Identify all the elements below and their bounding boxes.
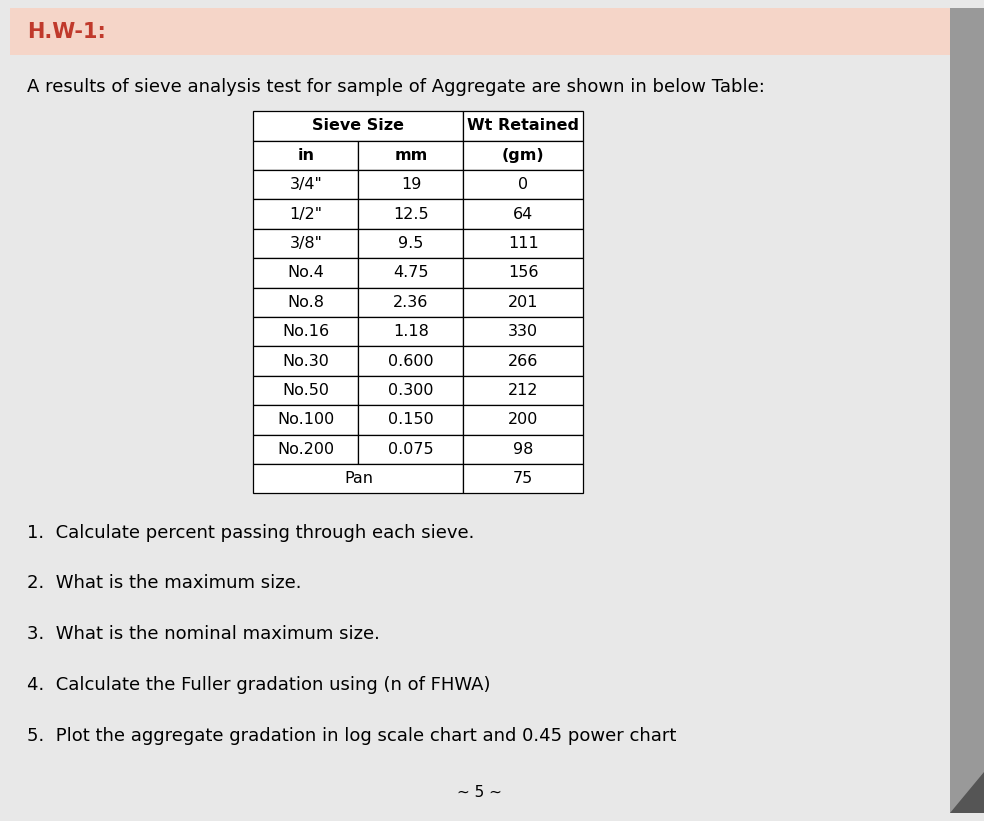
Bar [10,8,950,55]
Bar [463,111,583,140]
Text: A results of sieve analysis test for sample of Aggregate are shown in below Tabl: A results of sieve analysis test for sam… [27,78,765,95]
Bar [253,405,358,434]
Bar [463,346,583,376]
Bar [253,287,358,317]
Text: 64: 64 [513,207,533,222]
Bar [253,111,463,140]
Bar [463,229,583,258]
Bar [358,346,463,376]
Bar [358,434,463,464]
Text: 19: 19 [400,177,421,192]
Text: (gm): (gm) [502,148,544,163]
Text: 212: 212 [508,383,538,398]
Text: 1/2": 1/2" [289,207,323,222]
Bar [358,405,463,434]
Text: Wt Retained: Wt Retained [467,118,580,133]
Text: No.16: No.16 [282,324,330,339]
Text: 330: 330 [508,324,538,339]
Bar [358,258,463,287]
Bar [358,170,463,200]
Bar [358,287,463,317]
Text: 9.5: 9.5 [399,236,424,251]
Bar [463,258,583,287]
Bar [463,287,583,317]
Bar [463,405,583,434]
Text: 0.300: 0.300 [389,383,434,398]
Text: 0.600: 0.600 [388,354,434,369]
Bar [463,170,583,200]
Text: in: in [297,148,315,163]
Text: No.100: No.100 [277,412,335,427]
Text: ~ 5 ~: ~ 5 ~ [458,785,502,800]
Text: 3/8": 3/8" [289,236,323,251]
Bar [253,229,358,258]
Text: No.200: No.200 [277,442,335,456]
Text: No.50: No.50 [282,383,330,398]
Bar [358,229,463,258]
Bar [463,200,583,229]
Text: 12.5: 12.5 [394,207,429,222]
Text: 156: 156 [508,265,538,280]
Bar [358,376,463,405]
Bar [253,140,358,170]
Bar [253,346,358,376]
Bar [463,434,583,464]
Bar [463,464,583,493]
Text: mm: mm [395,148,428,163]
Text: 1.  Calculate percent passing through each sieve.: 1. Calculate percent passing through eac… [27,524,474,542]
Text: 98: 98 [513,442,533,456]
Text: 75: 75 [513,471,533,486]
Text: No.30: No.30 [282,354,330,369]
Text: Sieve Size: Sieve Size [312,118,404,133]
Text: 5.  Plot the aggregate gradation in log scale chart and 0.45 power chart: 5. Plot the aggregate gradation in log s… [27,727,676,745]
Bar [253,200,358,229]
Bar [358,200,463,229]
Text: 0.150: 0.150 [388,412,434,427]
Bar [358,317,463,346]
Text: 0.075: 0.075 [388,442,434,456]
Text: 2.  What is the maximum size.: 2. What is the maximum size. [27,575,301,593]
Text: 4.75: 4.75 [394,265,429,280]
Text: 0: 0 [519,177,528,192]
Text: 200: 200 [508,412,538,427]
Text: No.8: No.8 [287,295,325,310]
Text: 266: 266 [508,354,538,369]
Bar [253,464,463,493]
Bar [253,376,358,405]
Bar [463,317,583,346]
Text: 1.18: 1.18 [393,324,429,339]
Text: Pan: Pan [344,471,373,486]
Text: No.4: No.4 [287,265,325,280]
Bar [463,376,583,405]
Bar [253,434,358,464]
Text: 3/4": 3/4" [289,177,323,192]
Bar [463,140,583,170]
Text: 4.  Calculate the Fuller gradation using (n of FHWA): 4. Calculate the Fuller gradation using … [27,677,491,695]
Bar [253,170,358,200]
Text: 111: 111 [508,236,538,251]
Text: 2.36: 2.36 [394,295,429,310]
Bar [253,258,358,287]
Text: 3.  What is the nominal maximum size.: 3. What is the nominal maximum size. [27,626,380,644]
Text: 201: 201 [508,295,538,310]
Text: H.W-1:: H.W-1: [27,21,106,42]
Bar [358,140,463,170]
Bar [253,317,358,346]
